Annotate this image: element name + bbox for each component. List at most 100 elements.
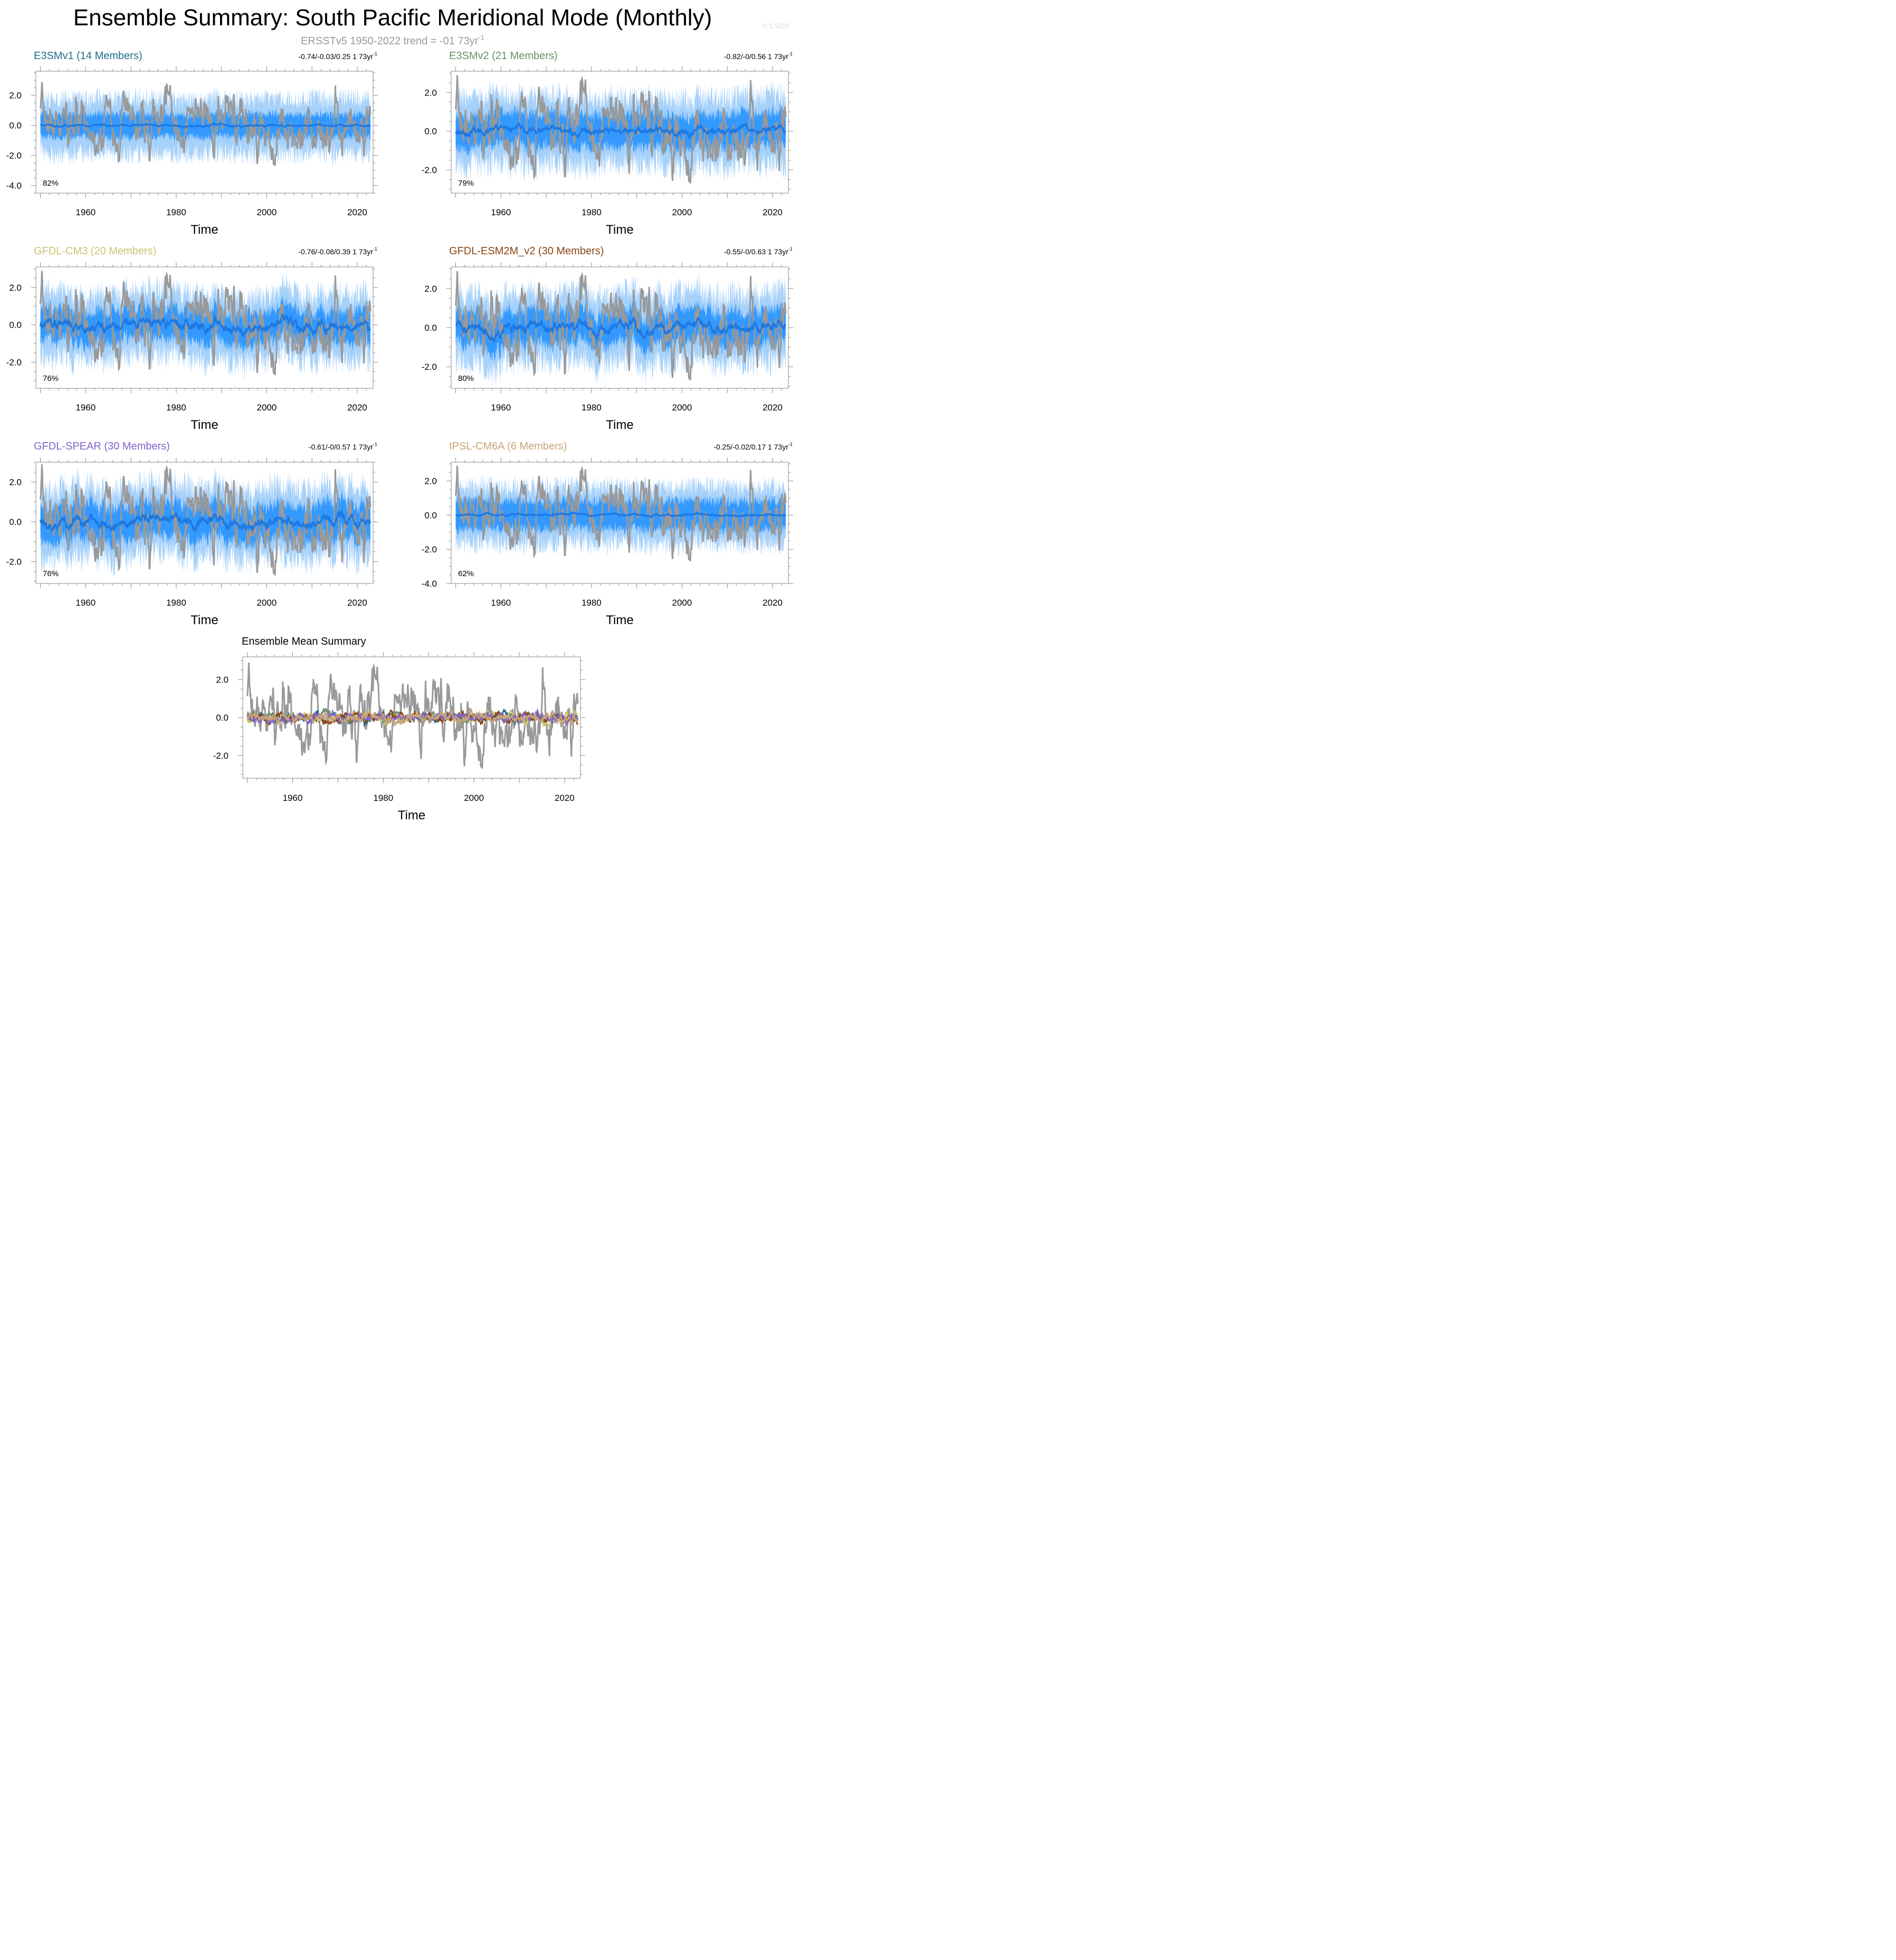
y-tick-label: -2.0 — [422, 544, 437, 554]
x-axis-title: Time — [606, 223, 633, 237]
x-axis-title: Time — [190, 418, 218, 432]
y-tick-label: -2.0 — [213, 751, 228, 761]
x-tick-label: 2000 — [672, 598, 692, 608]
x-tick-label: 2020 — [763, 598, 783, 608]
y-tick-label: 2.0 — [424, 284, 437, 294]
panel-title: Ensemble Mean Summary — [242, 636, 366, 647]
x-axis-title: Time — [190, 613, 218, 627]
x-tick-label: 2000 — [257, 403, 277, 413]
panel-title: GFDL-ESM2M_v2 (30 Members) — [449, 245, 604, 257]
ensemble-mean-line — [455, 315, 787, 344]
trend-sup: -1 — [788, 51, 793, 56]
x-tick-label: 1960 — [491, 207, 511, 217]
ensemble-mean-line — [40, 122, 371, 129]
x-tick-label: 2000 — [257, 207, 277, 217]
y-tick-label: -4.0 — [422, 579, 437, 589]
y-tick-label: 0.0 — [9, 320, 22, 330]
panel-title: E3SMv2 (21 Members) — [449, 50, 558, 62]
plot-frame — [35, 266, 374, 389]
trend-value: -0.55/-0/0.63 1 73yr — [724, 247, 789, 256]
y-tick-label: 2.0 — [216, 675, 228, 685]
ensemble-spread-inner — [455, 298, 786, 363]
plot-area — [40, 464, 371, 578]
plot-frame — [35, 462, 374, 584]
ensemble-mean-line — [40, 510, 371, 533]
y-tick-label: 0.0 — [9, 517, 22, 527]
trend-sup: -1 — [373, 51, 377, 56]
x-tick-label: 2020 — [347, 403, 367, 413]
obs-line-ERSSTv5 — [246, 662, 579, 769]
x-tick-label: 1960 — [75, 598, 96, 608]
y-tick-label: -2.0 — [6, 357, 22, 367]
trend-sup: -1 — [788, 442, 793, 447]
obs-line-ERSSTv5 — [40, 82, 371, 166]
figure-title: Ensemble Summary: South Pacific Meridion… — [73, 5, 712, 31]
x-tick-label: 1960 — [491, 598, 511, 608]
x-tick-label: 1980 — [582, 403, 602, 413]
x-tick-label: 1960 — [491, 403, 511, 413]
ensemble-mean-line — [455, 511, 787, 519]
figure-subtitle: ERSSTv5 1950-2022 trend = -01 73yr-1 — [301, 33, 484, 47]
y-tick-label: 0.0 — [424, 323, 437, 333]
x-tick-label: 2020 — [763, 403, 783, 413]
subtitle-text: ERSSTv5 1950-2022 trend = -01 73yr — [301, 35, 479, 47]
trend-value: -0.74/-0.03/0.25 1 73yr — [298, 52, 373, 61]
y-tick-label: 2.0 — [424, 88, 437, 98]
plot-area — [40, 270, 371, 379]
panel-title: E3SMv1 (14 Members) — [34, 50, 142, 62]
chart-panel-3: GFDL-CM3 (20 Members) -0.76/-0.08/0.39 1 … — [6, 245, 378, 432]
plot-area — [455, 271, 787, 388]
y-tick-label: 2.0 — [9, 283, 22, 293]
chart-panel-4: GFDL-ESM2M_v2 (30 Members) -0.55/-0/0.63 … — [422, 245, 793, 432]
panel-title: GFDL-SPEAR (30 Members) — [34, 441, 170, 452]
x-tick-label: 2000 — [464, 793, 484, 803]
trend-label: -0.61/-0/0.57 1 73yr-1 — [309, 442, 377, 451]
trend-value: -0.25/-0.02/0.17 1 73yr — [713, 443, 788, 451]
x-tick-label: 2020 — [347, 598, 367, 608]
panel-title: GFDL-CM3 (20 Members) — [34, 245, 156, 257]
plot-frame — [451, 71, 789, 194]
x-axis-title: Time — [398, 808, 425, 823]
chart-panel-2: E3SMv2 (21 Members) -0.82/-0/0.56 1 73yr-… — [422, 50, 793, 237]
percent-label: 62% — [458, 569, 474, 578]
chart-panel-6: IPSL-CM6A (6 Members) -0.25/-0.02/0.17 1 … — [422, 441, 793, 627]
x-tick-label: 2020 — [555, 793, 575, 803]
ensemble-mean-line — [455, 122, 787, 141]
figure: Ensemble Summary: South Pacific Meridion… — [6, 5, 793, 823]
obs-line-ERSSTv5 — [455, 465, 787, 561]
y-tick-label: 0.0 — [9, 121, 22, 131]
y-tick-label: 0.0 — [424, 127, 437, 137]
subtitle-sup: -1 — [478, 33, 484, 41]
trend-sup: -1 — [373, 246, 377, 252]
y-tick-label: -2.0 — [6, 557, 22, 567]
x-tick-label: 1980 — [582, 598, 602, 608]
watermark: © CVDP — [762, 22, 790, 30]
chart-panel-7: Ensemble Mean Summary 1960 1980 2000 2020 Tim… — [213, 636, 585, 823]
plot-area — [455, 465, 787, 561]
x-tick-label: 1980 — [166, 207, 186, 217]
x-tick-label: 1960 — [283, 793, 303, 803]
trend-value: -0.76/-0.08/0.39 1 73yr — [298, 247, 373, 256]
x-axis-title: Time — [606, 418, 633, 432]
percent-label: 82% — [43, 179, 59, 188]
mean-line-IPSL-CM6A — [246, 707, 578, 728]
trend-label: -0.76/-0.08/0.39 1 73yr-1 — [298, 246, 377, 256]
percent-label: 80% — [458, 374, 474, 383]
trend-sup: -1 — [373, 442, 377, 447]
trend-label: -0.55/-0/0.63 1 73yr-1 — [724, 246, 793, 256]
obs-line-ERSSTv5 — [40, 271, 371, 376]
x-tick-label: 2020 — [347, 207, 367, 217]
ensemble-spread-inner — [455, 103, 786, 158]
percent-label: 79% — [458, 179, 474, 188]
percent-label: 76% — [43, 569, 59, 578]
x-axis-title: Time — [606, 613, 633, 627]
x-tick-label: 1980 — [373, 793, 393, 803]
plot-frame — [451, 462, 789, 584]
trend-value: -0.82/-0/0.56 1 73yr — [724, 52, 789, 61]
y-tick-label: -2.0 — [422, 165, 437, 175]
x-tick-label: 1980 — [166, 598, 186, 608]
percent-label: 76% — [43, 374, 59, 383]
x-tick-label: 2000 — [257, 598, 277, 608]
trend-label: -0.82/-0/0.56 1 73yr-1 — [724, 51, 793, 61]
y-tick-label: 0.0 — [216, 713, 228, 723]
